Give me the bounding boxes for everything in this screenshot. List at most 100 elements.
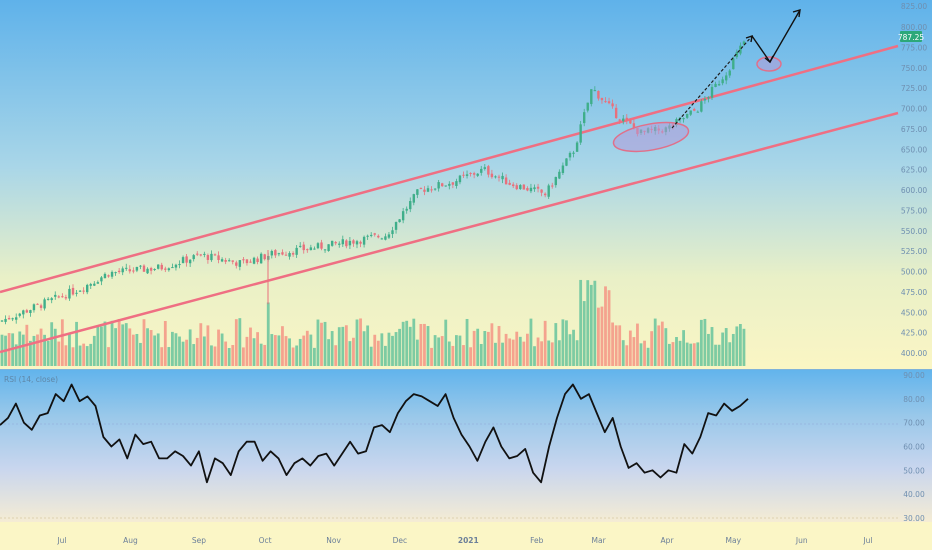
volume-bar xyxy=(53,328,57,366)
volume-bar xyxy=(380,333,384,366)
volume-bar xyxy=(192,344,196,366)
candle-body xyxy=(732,58,735,70)
last-price-tag[interactable] xyxy=(900,31,922,42)
candle-body xyxy=(149,268,153,271)
candle-body xyxy=(61,296,64,298)
volume-bar xyxy=(103,321,107,366)
price-tick-label: 725.00 xyxy=(901,84,927,93)
volume-bar xyxy=(234,319,238,366)
volume-bar xyxy=(85,346,89,366)
volume-bar xyxy=(68,333,71,366)
price-tick-label: 600.00 xyxy=(901,186,927,195)
volume-bar xyxy=(39,328,43,366)
volume-bar xyxy=(455,335,458,366)
arrowhead-icon xyxy=(764,55,774,64)
candle-body xyxy=(309,247,313,251)
candle-body xyxy=(281,252,284,255)
candle-body xyxy=(252,257,256,264)
projection-dashed-line[interactable] xyxy=(671,35,753,129)
volume-bar xyxy=(376,340,380,366)
volume-bar xyxy=(451,345,455,366)
volume-bar xyxy=(557,340,561,366)
volume-bar xyxy=(21,334,25,366)
pullback-ellipse[interactable] xyxy=(756,56,782,72)
candle-body xyxy=(430,189,433,191)
candle-body xyxy=(725,75,728,81)
candle-body xyxy=(476,173,479,176)
candle-body xyxy=(22,310,25,315)
price-tick-label: 400.00 xyxy=(901,349,927,358)
time-tick-label: Oct xyxy=(259,536,272,545)
candle-body xyxy=(373,233,376,235)
volume-bar xyxy=(575,340,579,366)
consolidation-ellipse[interactable] xyxy=(611,118,690,157)
candle-body xyxy=(629,119,632,124)
volume-bar xyxy=(305,330,309,366)
volume-bar xyxy=(217,329,220,366)
candle-body xyxy=(504,177,508,185)
volume-bar xyxy=(408,326,412,366)
candle-body xyxy=(607,101,611,104)
price-tick-label: 525.00 xyxy=(901,247,927,256)
volume-bar xyxy=(593,280,597,366)
candle-body xyxy=(100,277,103,282)
volume-bar xyxy=(60,319,64,366)
time-tick-label: Apr xyxy=(661,536,675,545)
volume-bar xyxy=(160,347,164,366)
candle-body xyxy=(501,175,504,180)
rsi-legend[interactable]: RSI (14, close) xyxy=(4,375,58,384)
candle-body xyxy=(231,260,234,262)
volume-bar xyxy=(437,337,441,366)
volume-bar xyxy=(540,341,543,366)
volume-bar xyxy=(163,320,167,366)
price-tick-label: 800.00 xyxy=(901,23,927,32)
volume-bar xyxy=(316,319,320,366)
rsi-line[interactable] xyxy=(0,383,749,484)
volume-bar xyxy=(465,318,469,366)
candle-body xyxy=(228,260,231,262)
volume-bar xyxy=(518,336,522,366)
candle-body xyxy=(93,283,96,286)
volume-bar xyxy=(352,337,355,366)
channel-lower-line[interactable] xyxy=(0,111,899,354)
volume-bar xyxy=(731,333,735,366)
volume-bar xyxy=(202,336,206,366)
candle-body xyxy=(249,261,252,263)
candle-body xyxy=(345,240,348,247)
volume-bar xyxy=(628,330,632,366)
volume-bar xyxy=(89,343,93,366)
candle-body xyxy=(682,118,685,120)
candle-body xyxy=(213,254,217,256)
candle-body xyxy=(192,255,195,260)
volume-bar xyxy=(171,331,174,366)
candle-body xyxy=(235,262,238,266)
volume-bar xyxy=(195,337,199,366)
candle-body xyxy=(586,102,589,111)
candle-body xyxy=(512,184,515,187)
candle-body xyxy=(472,173,476,175)
volume-bar xyxy=(128,328,132,366)
candle-body xyxy=(533,187,536,190)
candle-body xyxy=(178,264,181,266)
volume-bar xyxy=(611,322,614,366)
candle-body xyxy=(604,101,607,103)
candle-body xyxy=(263,254,266,260)
volume-bar xyxy=(43,334,46,366)
volume-bar xyxy=(185,339,188,366)
candle-body xyxy=(36,303,39,305)
candle-body xyxy=(714,83,717,87)
volume-bar xyxy=(394,332,398,366)
candle-body xyxy=(597,91,600,99)
candle-body xyxy=(547,185,550,197)
volume-bar xyxy=(206,325,210,366)
volume-bars xyxy=(0,279,746,366)
volume-bar xyxy=(348,341,352,366)
channel-upper-line[interactable] xyxy=(0,44,899,294)
candle-body xyxy=(469,172,472,174)
volume-bar xyxy=(699,319,703,366)
time-tick-label: May xyxy=(726,536,742,545)
rsi-tick-label: 50.00 xyxy=(903,466,925,475)
candle-body xyxy=(18,313,21,316)
candle-body xyxy=(622,118,625,122)
